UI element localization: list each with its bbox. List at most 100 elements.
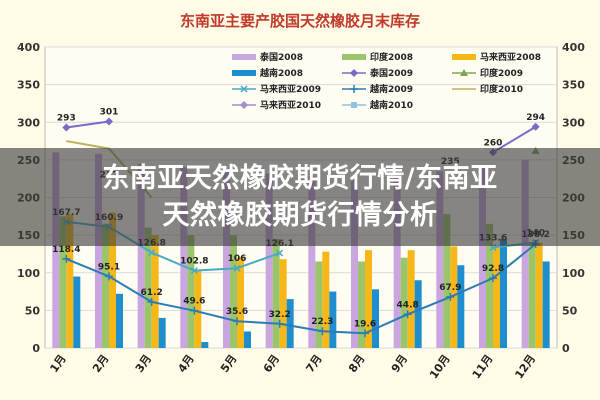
y-tick-label-right: 400	[562, 41, 585, 54]
legend-label: 越南2008	[259, 67, 303, 79]
y-tick-label-left: 300	[17, 116, 40, 129]
line-point	[190, 306, 199, 315]
y-tick-label-left: 400	[17, 41, 40, 54]
chart-title: 东南亚主要产胶国天然橡胶月末库存	[179, 12, 420, 30]
bar	[372, 289, 379, 348]
bar	[479, 167, 486, 348]
line-point	[240, 101, 248, 109]
data-label: 32.2	[269, 310, 291, 320]
bar	[144, 227, 152, 348]
legend-label: 越南2009	[369, 83, 413, 95]
line-point	[446, 292, 455, 301]
legend-swatch	[232, 70, 256, 76]
bar	[59, 216, 67, 348]
bar	[358, 261, 365, 348]
bar	[265, 173, 273, 348]
banner-text: 东南亚天然橡胶期货行情/东南亚 天然橡胶期货行情分析	[0, 160, 600, 234]
bar	[486, 223, 493, 348]
line-point	[148, 249, 156, 257]
line-point	[105, 272, 113, 281]
line-point	[350, 85, 358, 93]
legend-label: 马来西亚2009	[260, 83, 321, 95]
bar	[521, 159, 529, 348]
y-tick-label-left: 0	[32, 342, 40, 355]
bar	[194, 270, 202, 348]
bar	[542, 261, 550, 348]
line-point	[147, 297, 156, 306]
y-tick-label-right: 0	[562, 342, 570, 355]
bar	[237, 257, 244, 348]
line-point	[275, 319, 284, 328]
data-label: 301	[100, 107, 119, 117]
bar	[151, 235, 159, 348]
bar	[116, 293, 123, 348]
legend-label: 印度2009	[480, 67, 523, 79]
data-label: 92.8	[482, 264, 504, 274]
legend-swatch	[342, 54, 366, 60]
bar	[223, 168, 230, 348]
data-label: 19.6	[354, 319, 376, 329]
bar	[315, 261, 323, 348]
bar	[528, 242, 536, 348]
line-point	[233, 317, 241, 326]
bar	[158, 317, 166, 348]
line-point	[318, 327, 327, 336]
bar	[180, 167, 188, 348]
bar	[137, 163, 145, 348]
x-tick-label: 3月	[133, 352, 154, 375]
line-point	[351, 102, 357, 108]
bar	[365, 250, 372, 348]
bar	[329, 291, 337, 348]
x-tick-label: 11月	[470, 352, 496, 381]
bar	[102, 223, 109, 348]
y-tick-label-right: 100	[562, 267, 585, 280]
bar	[272, 238, 280, 348]
x-tick-label: 2月	[90, 352, 111, 375]
legend-swatch	[232, 54, 256, 60]
bar	[187, 235, 195, 348]
x-tick-label: 6月	[261, 352, 282, 375]
x-tick-label: 5月	[218, 352, 239, 375]
x-tick-label: 12月	[512, 352, 538, 381]
y-tick-label-left: 50	[25, 304, 41, 317]
bar	[201, 341, 209, 348]
x-tick-label: 9月	[389, 352, 410, 375]
bar	[535, 242, 543, 348]
line-point	[62, 254, 71, 263]
data-label: 294	[526, 113, 545, 123]
bar	[407, 250, 415, 348]
line-point	[350, 69, 358, 77]
x-tick-label: 8月	[346, 352, 367, 375]
series-line	[66, 120, 110, 129]
data-label: 22.3	[311, 317, 333, 327]
bar	[322, 251, 330, 348]
data-label: 49.6	[183, 297, 205, 307]
bar	[279, 259, 287, 348]
line-point	[403, 310, 412, 319]
legend-label: 印度2010	[480, 83, 523, 95]
banner-line-1: 东南亚天然橡胶期货行情/东南亚	[102, 163, 498, 194]
legend-label: 马来西亚2008	[480, 51, 541, 63]
x-tick-label: 4月	[175, 352, 196, 375]
bar	[500, 238, 507, 348]
y-tick-label-right: 300	[562, 116, 585, 129]
data-label: 35.6	[226, 307, 248, 317]
bar	[414, 280, 422, 348]
data-label: 44.8	[397, 300, 419, 310]
data-label: 260	[484, 138, 503, 148]
bar	[230, 235, 237, 348]
legend-label: 越南2010	[369, 99, 413, 111]
legend-label: 泰国2008	[259, 51, 303, 63]
bar	[308, 176, 316, 348]
x-tick-label: 10月	[427, 352, 453, 381]
bar	[95, 153, 102, 348]
bar	[109, 212, 116, 348]
series-line	[65, 243, 537, 335]
line-point	[361, 329, 369, 338]
data-label: 106	[228, 254, 247, 264]
data-label: 293	[57, 114, 76, 124]
bar	[493, 247, 500, 348]
bar	[73, 276, 81, 348]
bar	[286, 299, 294, 348]
line-point	[233, 264, 241, 272]
